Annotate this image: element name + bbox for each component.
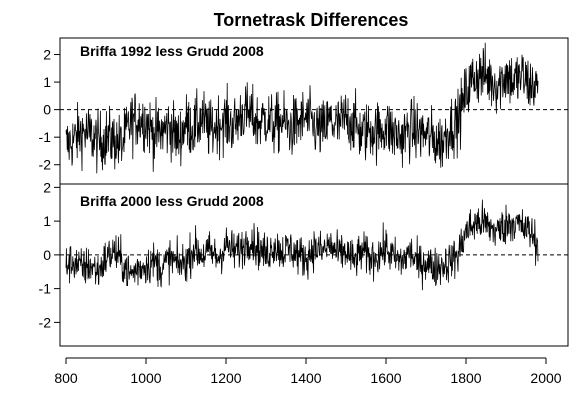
y-tick-label: 0 — [43, 247, 51, 263]
series-line-panel-2 — [65, 199, 539, 291]
series-line-panel-1 — [65, 42, 539, 174]
x-tick-label: 2000 — [530, 370, 561, 386]
y-tick-label: -2 — [39, 157, 52, 173]
y-tick-label: 1 — [43, 74, 51, 90]
panel-label-top: Briffa 1992 less Grudd 2008 — [80, 43, 264, 59]
y-tick-label: -1 — [39, 281, 52, 297]
y-tick-label: 0 — [43, 102, 51, 118]
x-tick-label: 1600 — [370, 370, 401, 386]
panel-bottom: Briffa 2000 less Grudd 2008 — [59, 183, 569, 347]
panel-frame-bottom — [59, 183, 569, 347]
chart-title: Tornetrask Differences — [214, 10, 409, 30]
y-tick-label: -1 — [39, 129, 52, 145]
plot-area: -2 -1 0 1 2 -2 -1 0 1 2 800 1000 1200 1400 1600 1800 200… — [39, 42, 568, 386]
x-tick-label: 1400 — [290, 370, 321, 386]
panel-label-bottom: Briffa 2000 less Grudd 2008 — [80, 193, 264, 209]
y-tick-label: -2 — [39, 314, 52, 330]
x-tick-label: 1200 — [210, 370, 241, 386]
x-tick-label: 800 — [54, 370, 78, 386]
y-tick-label: 2 — [43, 179, 51, 195]
x-tick-label: 1000 — [130, 370, 161, 386]
panel-top: Briffa 1992 less Grudd 2008 — [59, 37, 569, 185]
panel-frame-top — [59, 37, 569, 185]
y-tick-label: 2 — [43, 47, 51, 63]
y-tick-label: 1 — [43, 213, 51, 229]
x-tick-label: 1800 — [450, 370, 481, 386]
